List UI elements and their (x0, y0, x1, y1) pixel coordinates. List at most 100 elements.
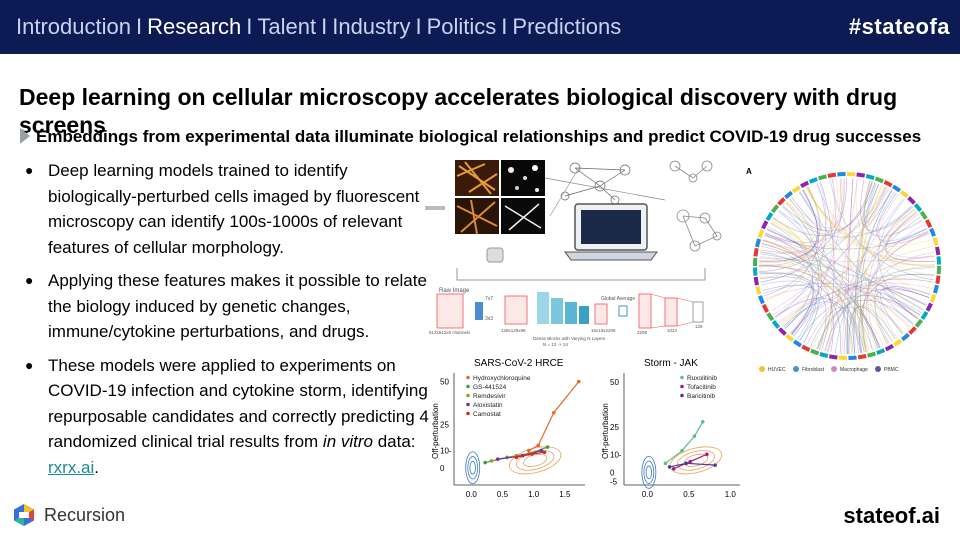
dim-label: 7x7 (485, 296, 493, 302)
embedding-block (693, 302, 703, 322)
density-contour (646, 466, 652, 479)
chord-ring-segment (916, 320, 921, 326)
cnn-architecture-diagram: Raw Image 512x512x6 channels 7x7 3x3 128… (425, 268, 730, 348)
feature-block (505, 296, 527, 324)
x-tick-label: 1.5 (559, 490, 571, 499)
dim-label: 3x3 (485, 316, 493, 322)
bullet-text: Deep learning models trained to identify… (48, 161, 419, 257)
dense-blocks (537, 292, 589, 324)
data-point (684, 462, 688, 466)
bullet-dot-icon: ● (25, 268, 33, 294)
chord-ring-segment (937, 247, 938, 255)
chart-title: Storm - JAK (644, 358, 698, 369)
microscopy-images (455, 160, 545, 234)
legend-marker (466, 385, 470, 389)
density-contour (468, 457, 478, 479)
legend-dot (875, 366, 881, 372)
chord-ring-segment (893, 186, 900, 190)
chord-legend: HUVEC Fibroblast Macrophage PBMC (759, 366, 899, 373)
legend-label: Fibroblast (802, 367, 825, 373)
stateofai-footer: stateof.ai (843, 503, 940, 529)
chart-storm-jak: Storm - JAKOff-perturbation0.0 0.5 1.0-501… (598, 355, 748, 505)
nav-separator: I (136, 14, 142, 39)
legend-marker (680, 394, 684, 398)
x-tick-label: 0.0 (466, 490, 478, 499)
nav-item-research[interactable]: Research (147, 14, 241, 39)
nav-item-industry[interactable]: Industry (332, 14, 410, 39)
rxrx-link[interactable]: rxrx.ai (48, 458, 94, 477)
x-tick-label: 0.5 (683, 490, 695, 499)
data-point (672, 467, 676, 471)
dim-label: 2208 (637, 330, 648, 335)
dense-label: Dense Blocks with Varying N Layers (533, 336, 606, 341)
chord-ring-segment (932, 294, 935, 302)
chord-ring-segment (819, 176, 827, 178)
bullet-emphasis: in vitro (323, 432, 373, 451)
data-point (496, 457, 500, 461)
nav-item-predictions[interactable]: Predictions (512, 14, 621, 39)
y-axis-label: Off-perturbation (601, 403, 610, 459)
dim-label: 1024 (667, 328, 678, 333)
data-point (536, 444, 540, 448)
density-contour (644, 461, 654, 483)
chord-ring-segment (756, 248, 757, 256)
molecule-icons (670, 161, 721, 251)
legend-entry: Tofacitinib (687, 384, 716, 391)
dim-label: 128x128x96 (501, 328, 526, 333)
chart-sars-cov-2-hrce: SARS-CoV-2 HRCE Off-perturbation 0.0 0.5 1.0… (428, 355, 593, 505)
chord-ring-segment (886, 346, 893, 350)
chord-ring-segment (858, 356, 866, 357)
chord-ring-segment (764, 305, 768, 312)
density-contour (667, 442, 724, 479)
chord-ring-segment (802, 346, 809, 350)
chart-title: SARS-CoV-2 HRCE (474, 358, 564, 369)
chord-ring-segment (768, 313, 773, 320)
y-tick-label: 50 (440, 378, 449, 387)
series-line (665, 422, 702, 464)
data-point (543, 450, 547, 454)
dim-label: 128 (695, 324, 703, 329)
bullet-text-part: data: (373, 432, 416, 451)
nav-separator: I (321, 14, 327, 39)
data-point (668, 465, 672, 469)
pool-block (595, 304, 607, 324)
hashtag: #stateofa (849, 14, 950, 40)
data-point (527, 449, 531, 453)
nav-item-politics[interactable]: Politics (427, 14, 497, 39)
legend-label: HUVEC (768, 367, 786, 373)
legend-entry: GS-441524 (473, 384, 507, 391)
y-tick-label: 10- (440, 447, 452, 456)
bullet-dot-icon: ● (25, 353, 33, 379)
recursion-logo-text: Recursion (44, 505, 125, 526)
data-point (530, 452, 534, 456)
legend-marker (680, 376, 684, 380)
chord-ring-segment (875, 179, 883, 182)
chord-ring-segment (909, 198, 915, 204)
chord-diagram: A HUVEC Fibroblast Macrophage PBMC (742, 162, 952, 382)
chord-ring-segment (894, 340, 901, 345)
legend-entry: Remdesivir (473, 393, 506, 400)
legend-marker (466, 376, 470, 380)
microscopy-workflow-figure (425, 156, 730, 268)
chord-ring-segment (884, 182, 891, 186)
data-point (680, 449, 684, 453)
data-point (483, 461, 487, 465)
slide-subtitle: Embeddings from experimental data illumi… (20, 126, 940, 148)
nav-item-introduction[interactable]: Introduction (16, 14, 131, 39)
chord-ring-segment (760, 230, 763, 238)
legend-label: PBMC (884, 367, 899, 373)
chord-ring-segment (780, 329, 786, 335)
fc-block (665, 298, 677, 326)
chord-ring-segment (910, 328, 916, 334)
chord-ring (755, 174, 939, 358)
chord-ring-segment (934, 238, 936, 246)
chord-ring-segment (773, 321, 778, 327)
x-tick-label: 1.0 (725, 490, 737, 499)
y-tick-label: 0 (610, 468, 615, 477)
y-tick-label: 25 (610, 423, 619, 432)
chord-panel-label: A (746, 167, 752, 176)
nav-item-talent[interactable]: Talent (257, 14, 316, 39)
chord-ring-segment (779, 199, 785, 205)
chord-ring-segment (793, 187, 800, 192)
nav-separator: I (246, 14, 252, 39)
